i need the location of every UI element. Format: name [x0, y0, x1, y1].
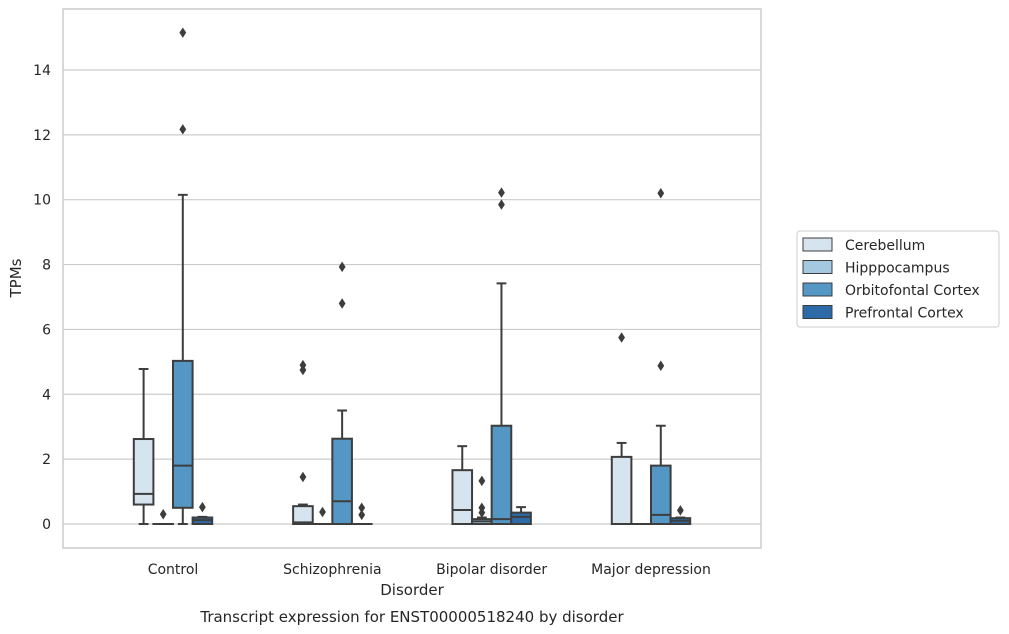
outlier-point-3-4-2 [657, 187, 665, 199]
box-4-4 [669, 516, 692, 525]
outlier-point-2-1-1 [159, 509, 167, 520]
box-3-2 [331, 409, 353, 526]
box-1-4 [610, 441, 633, 525]
box-body [610, 455, 633, 525]
outlier-point-3-3-2 [498, 187, 505, 198]
box-body [331, 437, 353, 526]
outlier-point-3-3-1 [498, 199, 505, 210]
boxes [132, 193, 692, 526]
gridlines [63, 69, 761, 525]
box-1-2 [292, 503, 314, 526]
outlier-point-2-3-2 [478, 502, 486, 514]
legend: Cerebellum Hipppocampus Orbitofontal Corte… [796, 230, 1000, 328]
box-body [510, 511, 532, 525]
outlier-point-2-2-1 [319, 506, 326, 518]
outlier-point-3-2-2 [338, 261, 346, 273]
box-body [132, 438, 155, 506]
y-tick-label-12: 12 [33, 128, 51, 144]
box-body [172, 359, 194, 509]
legend-frame [796, 230, 1000, 328]
box-body [292, 505, 314, 526]
y-tick-label-8: 8 [42, 258, 51, 274]
y-tick-label-10: 10 [33, 193, 51, 209]
outlier-point-1-2-1 [299, 471, 307, 483]
box-3-4 [649, 424, 672, 526]
x-tick-label-1: Control [148, 562, 199, 578]
box-body [490, 424, 513, 525]
outliers [159, 27, 684, 521]
box-3-3 [490, 282, 513, 525]
outlier-point-4-2-2 [358, 502, 366, 514]
legend-swatch-2 [802, 260, 833, 274]
outlier-point-2-3-3 [478, 475, 486, 487]
plot-area-frame [62, 8, 762, 549]
chart-caption: Transcript expression for ENST0000051824… [199, 608, 624, 626]
box-body [451, 469, 474, 525]
x-tick-label-4: Major depression [591, 562, 711, 578]
box-1-1 [132, 367, 155, 525]
y-tick-label-6: 6 [42, 322, 51, 338]
outlier-point-3-1-2 [179, 27, 187, 38]
x-axis-label: Disorder [380, 581, 444, 599]
box-3-1 [172, 193, 194, 525]
legend-label-1: Cerebellum [845, 238, 925, 254]
box-1-3 [451, 445, 474, 525]
box-2-3 [471, 516, 493, 525]
outlier-point-4-4-1 [676, 505, 684, 516]
outlier-point-4-1-1 [198, 501, 206, 513]
outlier-point-3-4-1 [657, 360, 665, 371]
x-tick-label-3: Bipolar disorder [436, 562, 547, 578]
y-tick-label-0: 0 [42, 517, 51, 533]
y-axis-label: TPMs [7, 258, 25, 298]
box-4-1 [191, 515, 214, 525]
y-tick-label-14: 14 [33, 63, 51, 79]
legend-swatch-3 [802, 282, 833, 297]
legend-swatch-1 [802, 237, 833, 252]
y-tick-label-4: 4 [42, 387, 51, 403]
legend-label-4: Prefrontal Cortex [845, 306, 964, 322]
legend-label-2: Hipppocampus [845, 261, 950, 277]
legend-swatch-4 [802, 305, 833, 319]
legend-label-3: Orbitofontal Cortex [845, 283, 980, 299]
outlier-point-1-2-3 [299, 359, 307, 371]
x-axis-ticks: Control Schizophrenia Bipolar disorder Majo… [148, 562, 711, 578]
box-body [649, 464, 672, 526]
y-axis-ticks: 0 2 4 6 8 10 12 14 [33, 63, 51, 533]
outlier-point-4-2-1 [358, 509, 366, 521]
y-tick-label-2: 2 [42, 452, 51, 468]
x-tick-label-2: Schizophrenia [283, 562, 381, 578]
outlier-point-3-1-1 [179, 124, 187, 135]
outlier-point-1-4-1 [618, 332, 625, 343]
outlier-point-3-2-1 [338, 298, 346, 309]
box-4-3 [510, 506, 532, 525]
